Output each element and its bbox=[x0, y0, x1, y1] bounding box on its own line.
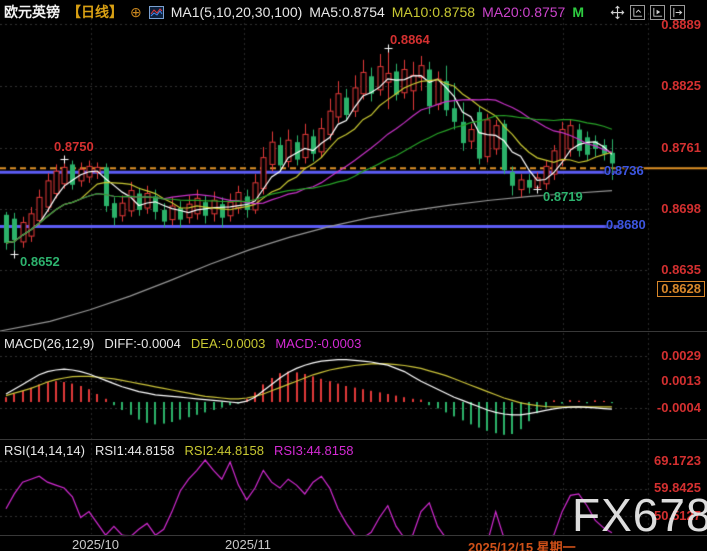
ma30-value-truncated: M bbox=[572, 4, 585, 20]
playback-icon[interactable] bbox=[650, 4, 665, 20]
ma-group-label: MA1(5,10,20,30,100) bbox=[170, 4, 303, 20]
ma20-value: MA20:0.8757 bbox=[482, 4, 566, 20]
pan-crosshair-icon[interactable] bbox=[610, 5, 625, 20]
macd-dea-value: DEA:-0.0003 bbox=[190, 336, 266, 351]
support-level-label: 0.8736 bbox=[604, 163, 644, 178]
macd-macd-value: MACD:-0.0003 bbox=[275, 336, 362, 351]
ma10-value: MA10:0.8758 bbox=[391, 4, 476, 20]
panel-separator bbox=[0, 439, 707, 440]
period-selector[interactable]: 【日线】 bbox=[67, 4, 123, 20]
timeline-label: 2025/11 bbox=[225, 537, 272, 551]
toolbar bbox=[610, 4, 685, 20]
swing-high-label: 0.8750 bbox=[54, 139, 94, 154]
support-level-label: 0.8680 bbox=[606, 217, 646, 232]
macd-tick: 0.0029 bbox=[661, 348, 701, 363]
swing-high-label: 0.8864 bbox=[390, 32, 430, 47]
goto-latest-icon[interactable] bbox=[670, 4, 685, 20]
rsi-header: RSI(14,14,14) RSI1:44.8158 RSI2:44.8158 … bbox=[4, 443, 353, 458]
price-tick: 0.8698 bbox=[661, 201, 701, 216]
swing-low-label: 0.8719 bbox=[543, 189, 583, 204]
rsi-tick: 59.8425 bbox=[654, 480, 701, 495]
add-indicator-icon[interactable]: ⊕ bbox=[130, 3, 142, 20]
price-tick: 0.8825 bbox=[661, 78, 701, 93]
panel-separator bbox=[0, 535, 707, 536]
price-tick: 0.8761 bbox=[661, 140, 701, 155]
rsi-tick: 50.5127 bbox=[654, 508, 701, 523]
boxed-price-level: 0.8628 bbox=[657, 281, 705, 297]
rsi2-value: RSI2:44.8158 bbox=[184, 443, 264, 458]
rsi1-value: RSI1:44.8158 bbox=[94, 443, 175, 458]
price-tick: 0.8889 bbox=[661, 17, 701, 32]
rsi-tick: 69.1723 bbox=[654, 453, 701, 468]
panel-separator bbox=[0, 331, 707, 332]
fx678-watermark: FX678 bbox=[572, 489, 707, 541]
indicator-header: 欧元英镑 【日线】 ⊕ MA1(5,10,20,30,100) MA5:0.87… bbox=[0, 0, 707, 24]
macd-diff-value: DIFF:-0.0004 bbox=[104, 336, 181, 351]
ma5-value: MA5:0.8754 bbox=[309, 4, 385, 20]
macd-header: MACD(26,12,9) DIFF:-0.0004 DEA:-0.0003 M… bbox=[4, 336, 361, 351]
swing-low-label: 0.8652 bbox=[20, 254, 60, 269]
rsi3-value: RSI3:44.8158 bbox=[273, 443, 354, 458]
rsi-indicator-label: RSI(14,14,14) bbox=[4, 443, 85, 458]
axis-scale-icon[interactable] bbox=[630, 4, 645, 20]
symbol-name: 欧元英镑 bbox=[4, 4, 60, 20]
indicator-window-icon[interactable] bbox=[148, 5, 164, 19]
macd-tick: 0.0013 bbox=[661, 373, 701, 388]
macd-indicator-label: MACD(26,12,9) bbox=[4, 336, 95, 351]
timeline-label: 2025/10 bbox=[72, 537, 119, 551]
macd-tick: -0.0004 bbox=[656, 400, 701, 415]
price-tick: 0.8635 bbox=[661, 262, 701, 277]
timeline-label-current: 2025/12/15 星期一 bbox=[468, 540, 576, 551]
